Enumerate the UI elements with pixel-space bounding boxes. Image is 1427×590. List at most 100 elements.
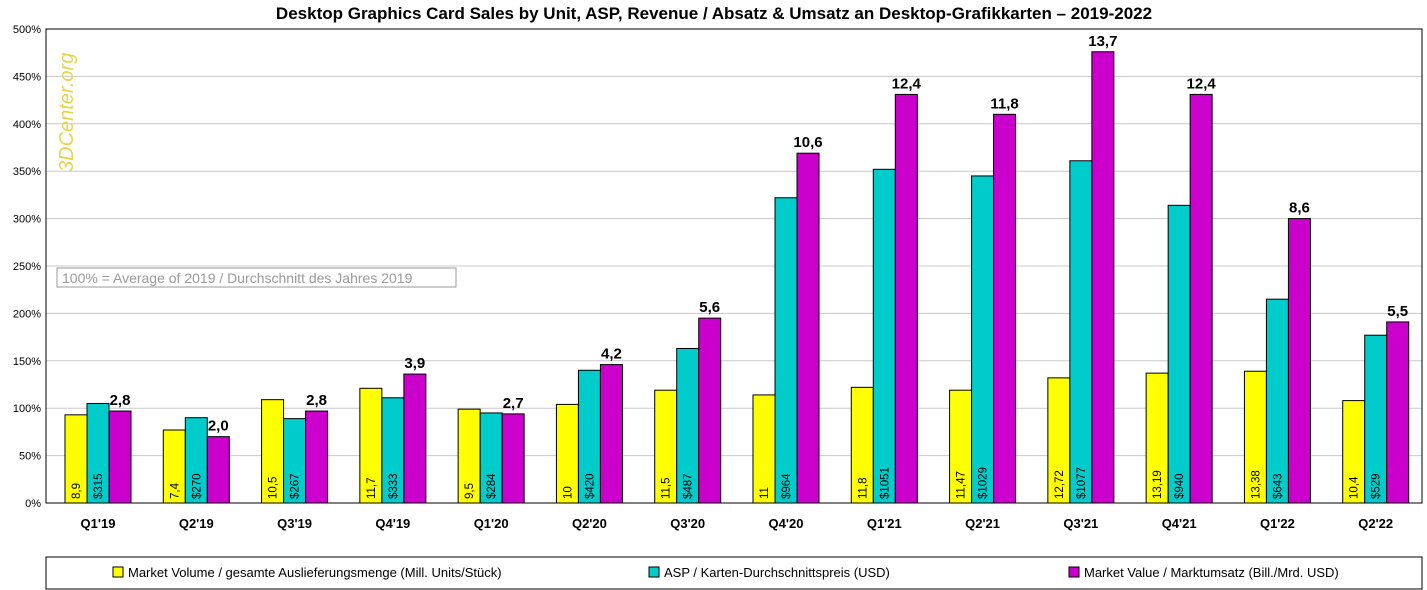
bar: [894, 93, 918, 504]
data-label: $270: [191, 473, 203, 499]
x-tick-label: Q4'21: [1162, 516, 1197, 531]
y-axis: 0% 50% 100% 150% 200% 250% 300% 350% 400% 450% 500…: [13, 24, 41, 510]
data-label: 12,72: [1054, 470, 1066, 499]
data-label: 13,19: [1152, 470, 1164, 499]
y-tick-label: 300%: [13, 214, 41, 226]
data-label: $1029: [978, 467, 990, 499]
x-tick-label: Q1'19: [81, 516, 116, 531]
bar: [796, 152, 820, 504]
data-label: $267: [290, 473, 302, 499]
legend-swatch: [1068, 566, 1080, 578]
data-label: 11,47: [956, 471, 968, 499]
data-label: $1077: [1076, 467, 1088, 499]
data-label: 12,4: [1187, 75, 1217, 92]
data-label: $529: [1371, 473, 1383, 499]
data-label: 13,7: [1088, 33, 1117, 50]
y-tick-label: 350%: [13, 166, 41, 178]
x-tick-label: Q2'21: [965, 516, 1000, 531]
data-label: 11,8: [857, 477, 869, 499]
data-label: 10,4: [1349, 476, 1361, 499]
x-tick-label: Q2'20: [572, 516, 607, 531]
bar: [599, 364, 623, 504]
data-label: 2,0: [208, 418, 229, 435]
note-text: 100% = Average of 2019 / Durchschnitt de…: [62, 270, 413, 286]
x-tick-label: Q3'19: [277, 516, 312, 531]
bar: [108, 410, 132, 504]
watermark-logo: 3DCenter.org: [56, 53, 78, 172]
bar: [1287, 218, 1311, 504]
y-tick-label: 150%: [13, 356, 41, 368]
data-label: 2,8: [306, 392, 327, 409]
plot-area-border: [45, 28, 1423, 504]
bar: [1265, 298, 1289, 504]
data-label: $964: [781, 473, 793, 499]
data-label: 11,7: [366, 477, 378, 499]
data-label: 8,6: [1289, 200, 1310, 217]
data-label: 7,4: [169, 482, 181, 499]
legend-swatch: [112, 566, 124, 578]
y-tick-label: 0%: [25, 498, 41, 510]
legend-label: Market Volume / gesamte Auslieferungsmen…: [128, 565, 502, 580]
x-tick-label: Q3'20: [670, 516, 705, 531]
bar: [872, 168, 896, 504]
bar: [403, 373, 427, 504]
data-label: $284: [486, 473, 498, 499]
data-label: 2,8: [110, 392, 131, 409]
bar: [501, 413, 525, 504]
data-label: $315: [93, 473, 105, 499]
data-label: $643: [1272, 473, 1284, 499]
legend-label: ASP / Karten-Durchschnittspreis (USD): [664, 565, 890, 580]
data-label: 13,38: [1250, 470, 1262, 499]
data-label: 4,2: [601, 346, 622, 363]
x-axis: Q1'19 Q2'19 Q3'19 Q4'19 Q1'20 Q2'20 Q3'20 Q4'20…: [81, 516, 1394, 531]
data-label: 5,5: [1387, 303, 1408, 320]
data-label: 9,5: [464, 483, 476, 499]
bar: [1091, 51, 1115, 504]
bar: [1069, 160, 1093, 504]
y-tick-label: 400%: [13, 119, 41, 131]
data-label: 11,5: [661, 477, 673, 499]
data-label: 2,7: [503, 395, 524, 412]
bar: [698, 317, 722, 504]
bar: [1386, 321, 1410, 504]
y-tick-label: 450%: [13, 71, 41, 83]
data-label: $487: [683, 473, 695, 499]
x-tick-label: Q1'20: [474, 516, 509, 531]
bar: [774, 197, 798, 504]
data-label: 10,6: [793, 134, 822, 151]
data-label: 5,6: [699, 299, 720, 316]
legend-label: Market Value / Marktumsatz (Bill./Mrd. U…: [1084, 565, 1339, 580]
y-tick-label: 200%: [13, 308, 41, 320]
bars: 8,9 $315 2,8 7,4 $270 2,0 10,5 $267 2,8 11,7 $333 3…: [64, 33, 1410, 504]
legend-swatch: [648, 566, 660, 578]
bar: [993, 113, 1017, 504]
data-label: $333: [388, 473, 400, 499]
data-label: 8,9: [71, 483, 83, 499]
data-label: 11: [759, 487, 771, 499]
x-tick-label: Q2'22: [1358, 516, 1393, 531]
bar: [206, 436, 230, 504]
data-label: $420: [584, 473, 596, 499]
x-tick-label: Q1'22: [1260, 516, 1295, 531]
data-label: 3,9: [404, 355, 425, 372]
x-tick-label: Q1'21: [867, 516, 902, 531]
data-label: 10: [562, 486, 574, 499]
x-tick-label: Q4'19: [375, 516, 410, 531]
x-tick-label: Q3'21: [1063, 516, 1098, 531]
y-tick-label: 50%: [19, 451, 41, 463]
bar: [1167, 204, 1191, 504]
bar: [971, 175, 995, 504]
x-tick-label: Q2'19: [179, 516, 214, 531]
data-label: $940: [1174, 473, 1186, 499]
data-label: 12,4: [892, 75, 922, 92]
bar: [1189, 93, 1213, 504]
chart-title: Desktop Graphics Card Sales by Unit, ASP…: [276, 4, 1152, 23]
data-label: 11,8: [990, 95, 1018, 112]
y-tick-label: 500%: [13, 24, 41, 36]
data-label: $1051: [879, 467, 891, 499]
data-label: 10,5: [268, 477, 280, 499]
bar: [752, 394, 776, 504]
x-tick-label: Q4'20: [769, 516, 804, 531]
bar: [305, 410, 329, 504]
